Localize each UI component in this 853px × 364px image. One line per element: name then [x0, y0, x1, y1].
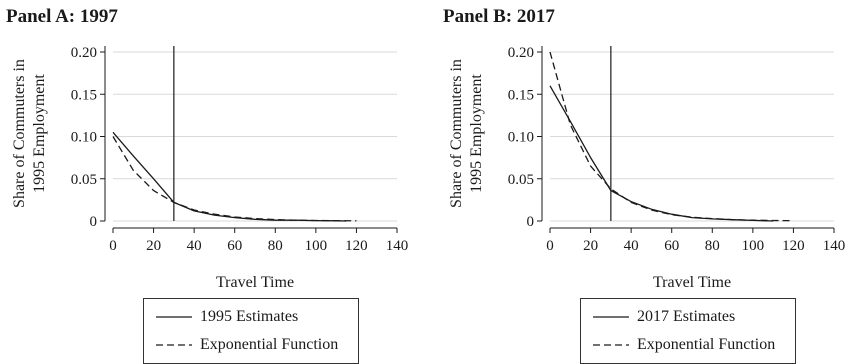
x-tick-label: 0 [109, 238, 117, 254]
chart-title: Panel B: 2017 [443, 6, 555, 27]
chart-title: Panel A: 1997 [6, 6, 118, 27]
x-tick-label: 120 [782, 238, 805, 254]
legend-swatch-dashed [156, 344, 192, 346]
y-tick-label: 0 [90, 214, 98, 230]
x-tick-label: 80 [268, 238, 283, 254]
x-tick-label: 60 [664, 238, 679, 254]
legend-label: 2017 Estimates [637, 308, 736, 325]
y-tick-label: 0.20 [508, 45, 534, 61]
legend-label: Exponential Function [637, 336, 776, 353]
chart-svg: 0 0.05 0.10 0.15 0.20 0 20 40 60 80 100 120 140 Trave… [11, 45, 409, 291]
x-tick-label: 0 [546, 238, 554, 254]
x-tick-label: 40 [187, 238, 202, 254]
x-tick-label: 40 [624, 238, 639, 254]
y-axis-title: Share of Commuters in [11, 59, 28, 208]
legend-label: 1995 Estimates [200, 308, 299, 325]
legend: 1995 Estimates Exponential Function [143, 298, 359, 364]
x-axis-title: Travel Time [653, 274, 731, 291]
legend: 2017 Estimates Exponential Function [580, 298, 796, 364]
y-axis-title: Share of Commuters in [448, 59, 465, 208]
series-line-estimates [549, 85, 774, 222]
y-axis-title: 1995 Employment [468, 74, 485, 193]
series-line-exponential [112, 136, 357, 222]
legend-item: 1995 Estimates [154, 307, 298, 327]
x-tick-label: 80 [705, 238, 720, 254]
x-tick-label: 20 [146, 238, 161, 254]
y-tick-label: 0.10 [508, 130, 534, 146]
x-tick-label: 60 [227, 238, 242, 254]
x-tick-label: 140 [823, 238, 846, 254]
x-tick-label: 100 [742, 238, 765, 254]
legend-item: Exponential Function [154, 335, 338, 355]
x-axis-title: Travel Time [216, 274, 294, 291]
x-tick-label: 20 [583, 238, 598, 254]
legend-label: Exponential Function [200, 336, 339, 353]
y-tick-label: 0.20 [71, 45, 97, 61]
legend-swatch-solid [156, 316, 192, 318]
y-tick-label: 0 [527, 214, 535, 230]
y-tick-label: 0.05 [508, 172, 534, 188]
y-tick-label: 0.10 [71, 130, 97, 146]
y-tick-label: 0.05 [71, 172, 97, 188]
series-line-estimates [112, 131, 347, 222]
legend-item: 2017 Estimates [591, 307, 735, 327]
chart-svg: 0 0.05 0.10 0.15 0.20 0 20 40 60 80 100 120 140 Trave… [448, 45, 846, 291]
legend-item: Exponential Function [591, 335, 775, 355]
chart-panel: Panel B: 2017 0 0.05 0.10 0.15 0.20 0 20 40 60 80… [437, 0, 853, 364]
y-tick-label: 0.15 [508, 87, 534, 103]
y-axis-title: 1995 Employment [31, 74, 48, 193]
series-line-exponential [549, 51, 794, 222]
x-tick-label: 120 [345, 238, 368, 254]
legend-swatch-dashed [593, 344, 629, 346]
x-tick-label: 140 [386, 238, 409, 254]
chart-panel: Panel A: 1997 0 0.05 0.10 0.15 0.20 0 20 40 60 80… [0, 0, 420, 364]
x-tick-label: 100 [305, 238, 328, 254]
legend-swatch-solid [593, 316, 629, 318]
y-tick-label: 0.15 [71, 87, 97, 103]
